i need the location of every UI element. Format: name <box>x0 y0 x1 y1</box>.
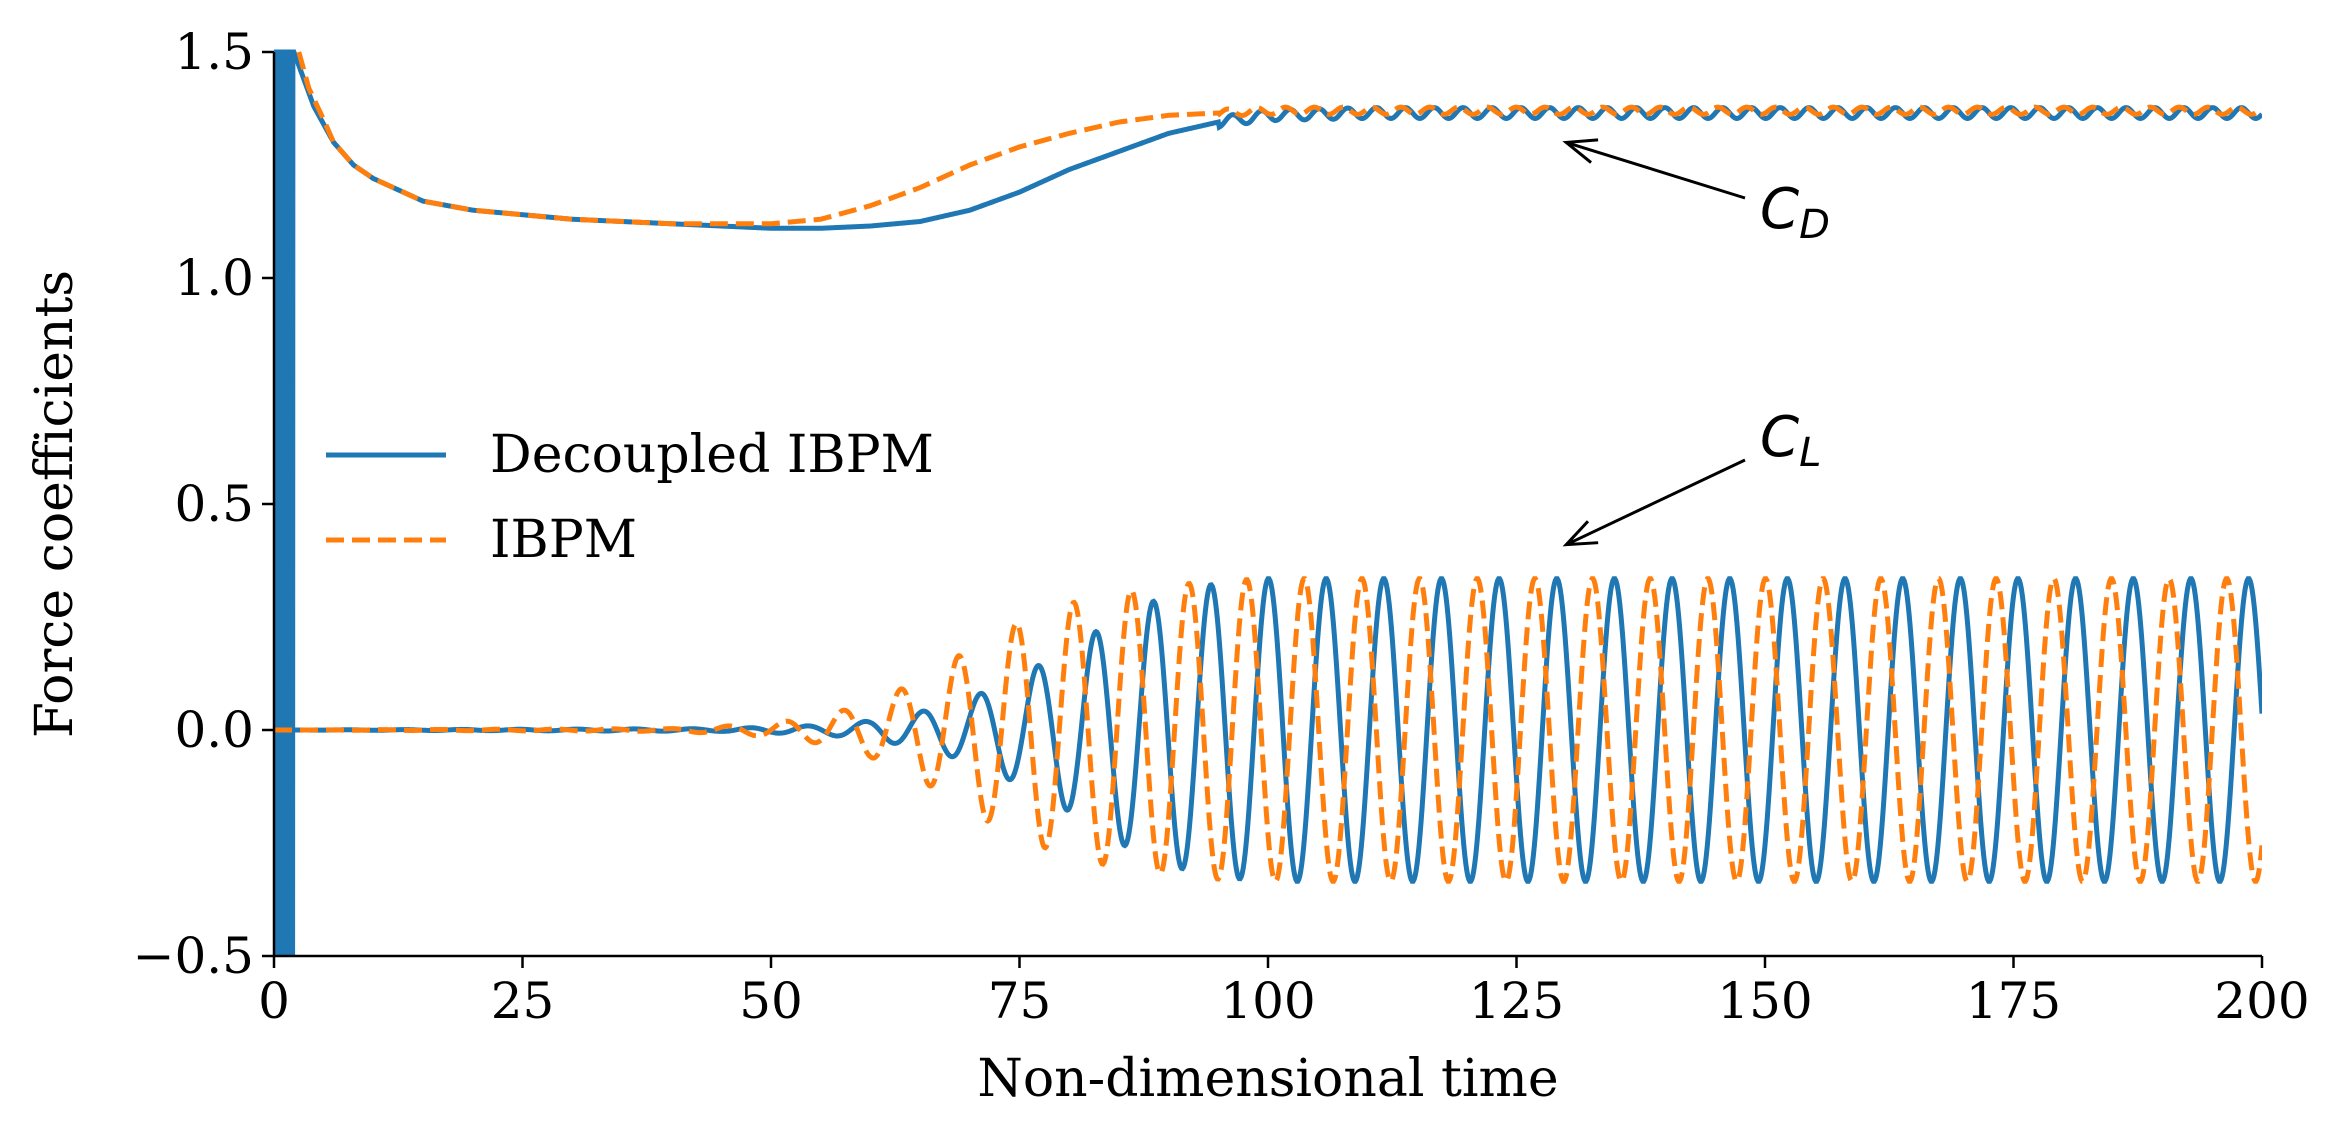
y-tick-label: 1.0 <box>174 249 254 307</box>
x-tick-label: 0 <box>258 972 290 1030</box>
y-axis-title: Force coefficients <box>25 270 85 738</box>
x-tick-label: 25 <box>491 972 555 1030</box>
cd-line-ibpm <box>296 51 2262 227</box>
cl-label: CL <box>1760 405 1821 476</box>
ticks-layer: 0 25 50 75 100 125 150 175 200 −0.5 0.0 0.5 1.0 1.5 <box>133 23 2310 1030</box>
y-tick-label: 0.0 <box>174 701 254 759</box>
annotation-cd: CD <box>1562 138 1830 248</box>
legend-label-decoupled-ibpm: Decoupled IBPM <box>490 425 934 485</box>
legend-label-ibpm: IBPM <box>490 510 637 570</box>
x-tick-label: 150 <box>1717 972 1812 1030</box>
x-tick-label: 125 <box>1469 972 1564 1030</box>
annotation-cl: CL <box>1562 405 1821 547</box>
startup-transient-decoupled-ibpm <box>274 51 296 957</box>
x-tick-label: 50 <box>739 972 803 1030</box>
cl-line-ibpm <box>274 576 2262 884</box>
x-axis-title: Non-dimensional time <box>977 1049 1558 1109</box>
x-tick-label: 75 <box>988 972 1052 1030</box>
y-tick-label: −0.5 <box>133 927 254 985</box>
cl-arrow <box>1562 458 1746 547</box>
series-layer <box>274 49 2262 957</box>
x-tick-label: 200 <box>2214 972 2309 1030</box>
cd-label: CD <box>1760 177 1830 248</box>
y-tick-label: 0.5 <box>174 475 254 533</box>
cl-line-decoupled-ibpm <box>274 576 2262 884</box>
cd-line-decoupled-ibpm <box>274 49 2262 231</box>
x-tick-label: 100 <box>1220 972 1315 1030</box>
x-tick-label: 175 <box>1966 972 2061 1030</box>
y-tick-label: 1.5 <box>174 23 254 81</box>
legend: Decoupled IBPM IBPM <box>326 425 934 570</box>
cd-arrow <box>1562 138 1746 200</box>
